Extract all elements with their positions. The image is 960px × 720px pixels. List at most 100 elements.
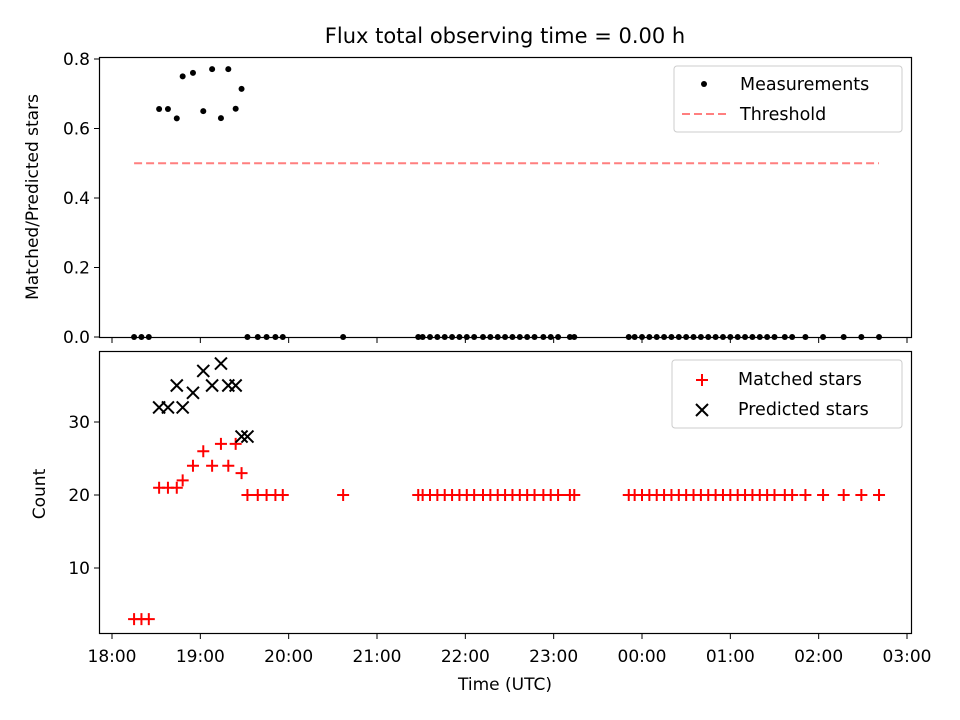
chart-title: Flux total observing time = 0.00 h [325, 24, 685, 48]
matched-star-point [276, 489, 289, 501]
y-tick-label: 20 [68, 486, 90, 506]
x-tick-label: 23:00 [529, 647, 578, 667]
measurement-point [571, 334, 578, 340]
measurement-point [876, 334, 883, 340]
measurement-point [789, 334, 796, 340]
x-tick-label: 20:00 [264, 647, 313, 667]
measurement-point [764, 334, 771, 340]
measurement-point [749, 334, 756, 340]
measurement-point [494, 334, 501, 340]
measurement-point [820, 334, 827, 340]
measurement-point [279, 334, 286, 340]
measurement-point [661, 334, 668, 340]
x-tick-label: 03:00 [883, 647, 932, 667]
matched-star-point [241, 489, 254, 501]
y-tick-label: 30 [68, 413, 90, 433]
matched-star-point [855, 489, 868, 501]
legend-marker-predicted [695, 403, 709, 417]
matched-star-point [235, 467, 248, 480]
matched-star-point [206, 459, 219, 472]
matched-star-point [176, 474, 189, 487]
measurement-point [427, 334, 433, 340]
predicted-star-point [186, 386, 200, 400]
matched-star-point [142, 613, 155, 626]
y-ticks-count: 10 20 30 [68, 413, 100, 579]
matched-star-point [552, 489, 565, 501]
measurement-point [756, 334, 763, 340]
measurement-point [734, 334, 741, 340]
legend-label-matched: Matched stars [738, 370, 862, 390]
measurement-point [145, 334, 152, 340]
x-tick-label: 18:00 [88, 647, 137, 667]
measurement-point [272, 334, 279, 340]
measurement-point [719, 334, 726, 340]
measurement-point [419, 334, 426, 340]
measurement-point [179, 73, 186, 80]
measurement-point [254, 334, 261, 340]
measurement-point [471, 334, 478, 340]
measurement-point [164, 106, 171, 113]
predicted-star-point [228, 378, 243, 393]
measurement-point [463, 334, 470, 340]
panel-count: Count Time (UTC) 10 20 30 18:00 19:00 20:00 2… [30, 350, 932, 695]
x-axis-label: Time (UTC) [457, 675, 552, 695]
measurement-point [668, 334, 675, 340]
y-axis-label-ratio: Matched/Predicted stars [23, 94, 43, 300]
legend-box [671, 359, 903, 429]
predicted-star-point [240, 429, 255, 444]
measurement-point [487, 334, 494, 340]
measurement-point [456, 334, 463, 340]
legend-count: Matched stars Predicted stars [671, 359, 903, 429]
measurement-point [156, 106, 163, 113]
measurement-point [840, 334, 847, 340]
y-tick-label: 0.4 [63, 189, 90, 209]
measurement-point [858, 334, 865, 340]
measurement-point [225, 66, 232, 73]
measurement-point [683, 334, 690, 340]
panel-ratio: Matched/Predicted stars 0.00.20.40.60.8 … [23, 50, 913, 348]
matched-star-point [873, 489, 886, 501]
legend-label-measurements: Measurements [740, 75, 869, 95]
predicted-star-point [175, 400, 190, 415]
matched-star-point [170, 481, 183, 494]
measurement-point [238, 85, 245, 92]
predicted-star-point [170, 378, 184, 393]
matched-star-point [768, 489, 781, 501]
x-tick-label: 21:00 [353, 647, 402, 667]
x-tick-label: 22:00 [441, 647, 490, 667]
y-tick-label: 0.8 [63, 50, 90, 70]
measurement-point [742, 334, 749, 340]
measurement-point [547, 334, 554, 340]
predicted-star-point [196, 364, 210, 378]
measurement-point [697, 334, 704, 340]
predicted-star-point [161, 400, 175, 415]
legend-box [673, 65, 903, 133]
marks-ratio [131, 66, 883, 340]
measurement-point [138, 334, 145, 340]
y-tick-label: 10 [68, 559, 90, 579]
y-tick-label: 0.2 [63, 259, 90, 279]
matched-star-point [568, 489, 581, 501]
x-tick-label: 19:00 [176, 647, 225, 667]
marks-count [128, 356, 886, 626]
measurement-point [705, 334, 712, 340]
measurement-point [200, 108, 207, 115]
x-tick-label: 02:00 [794, 647, 843, 667]
x-tick-label: 00:00 [618, 647, 667, 667]
measurement-point [209, 66, 216, 73]
matched-star-point [214, 437, 227, 450]
predicted-star-point [234, 429, 249, 444]
measurement-point [480, 334, 486, 340]
matched-star-point [186, 459, 199, 472]
measurement-point [646, 334, 653, 340]
measurement-point [524, 334, 531, 340]
measurement-point [415, 334, 422, 340]
y-axis-label-count: Count [30, 468, 50, 519]
measurement-point [217, 115, 224, 122]
predicted-star-point [205, 378, 219, 393]
measurement-point [509, 334, 516, 340]
measurement-point [712, 334, 719, 340]
measurement-point [263, 334, 270, 340]
measurement-point [441, 334, 448, 340]
